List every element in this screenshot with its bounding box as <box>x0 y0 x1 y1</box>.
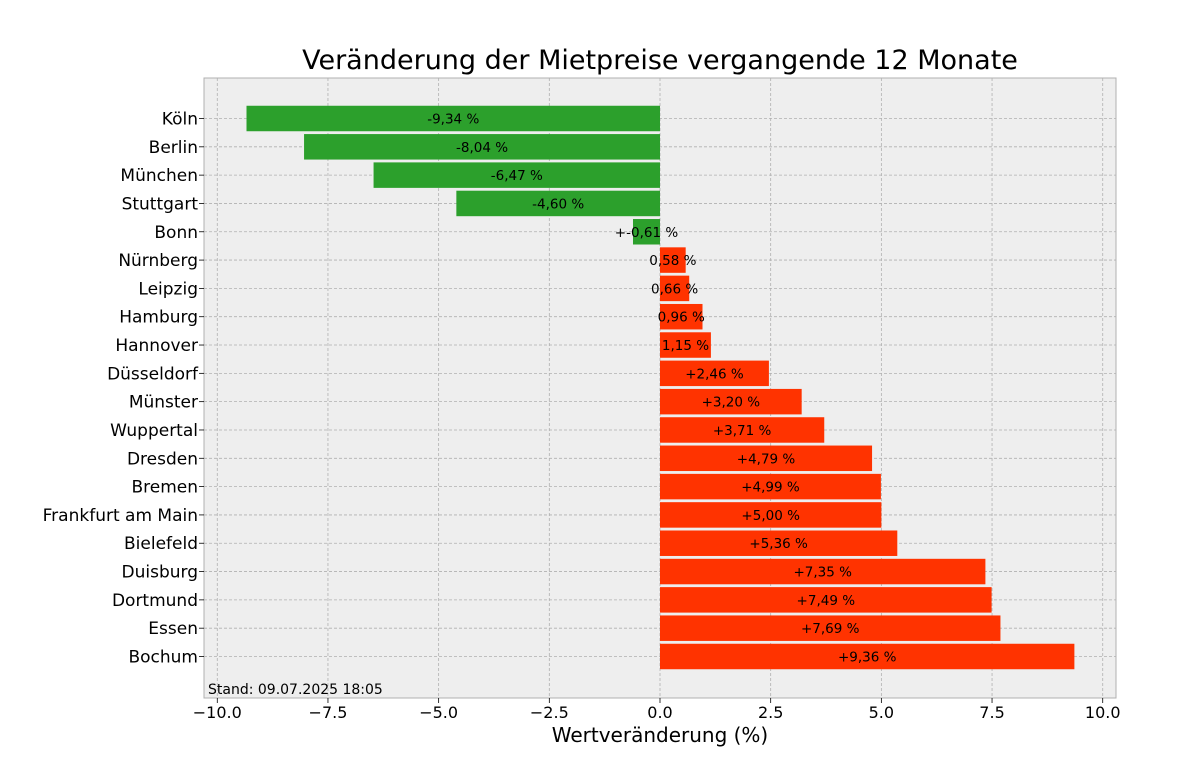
bar <box>660 587 992 613</box>
bar <box>660 247 686 273</box>
y-tick-label: Bochum <box>128 648 198 668</box>
data-label: +3,20 % <box>702 395 761 411</box>
data-label: 0,58 % <box>649 253 696 269</box>
x-tick-label: −7.5 <box>309 703 348 722</box>
data-label: +-0,61 % <box>615 225 679 241</box>
y-tick-label: München <box>120 166 198 186</box>
data-label: +7,35 % <box>793 565 852 581</box>
data-label: -8,04 % <box>456 140 508 156</box>
y-tick-label: Düsseldorf <box>107 364 199 384</box>
x-tick-label: 2.5 <box>758 703 783 722</box>
bar <box>660 643 1075 670</box>
data-label: +4,99 % <box>741 480 800 496</box>
bar <box>660 445 873 472</box>
bar <box>246 105 660 132</box>
bar <box>660 388 802 415</box>
y-tick-label: Bremen <box>131 478 198 498</box>
y-tick-label: Essen <box>148 619 198 639</box>
x-tick-label: −5.0 <box>419 703 458 722</box>
x-tick-label: −2.5 <box>530 703 569 722</box>
data-label: 0,96 % <box>658 310 705 326</box>
bar <box>660 332 711 358</box>
y-tick-label: Bonn <box>154 223 198 243</box>
y-tick-label: Dortmund <box>112 591 198 611</box>
bar <box>660 473 881 500</box>
bar <box>660 530 898 556</box>
bar <box>660 502 882 528</box>
y-tick-label: Berlin <box>149 138 198 158</box>
bar <box>456 190 660 217</box>
bar <box>632 219 660 245</box>
chart-title: Veränderung der Mietpreise vergangende 1… <box>302 45 1018 76</box>
y-tick-label: Stuttgart <box>122 194 199 214</box>
data-label: 1,15 % <box>662 338 709 354</box>
x-tick-label: 0.0 <box>647 703 672 722</box>
data-label: -6,47 % <box>491 168 543 184</box>
y-tick-label: Dresden <box>127 449 198 469</box>
x-tick-label: −10.0 <box>193 703 242 722</box>
y-tick-label: Köln <box>162 110 198 130</box>
data-label: +7,49 % <box>797 593 856 609</box>
x-tick-label: 7.5 <box>979 703 1004 722</box>
bars <box>246 105 1075 670</box>
bar <box>660 275 690 302</box>
y-tick-label: Wuppertal <box>110 421 198 441</box>
y-tick-label: Bielefeld <box>124 534 198 554</box>
y-tick-label: Leipzig <box>138 279 198 299</box>
x-tick-label: 10.0 <box>1085 703 1121 722</box>
y-tick-label: Hamburg <box>119 308 198 328</box>
bar <box>660 558 986 585</box>
data-label: +5,36 % <box>749 536 808 552</box>
y-tick-label: Hannover <box>115 336 198 356</box>
data-label: +7,69 % <box>801 621 860 637</box>
data-labels: -9,34 % -8,04 % -6,47 % -4,60 % +-0,61 % 0,58… <box>427 112 896 666</box>
bar <box>660 615 1001 641</box>
bar <box>660 303 703 330</box>
y-tick-label: Münster <box>129 393 198 413</box>
data-label: +4,79 % <box>737 451 796 467</box>
bar <box>373 162 660 188</box>
y-axis: Köln Berlin München Stuttgart Bonn Nürnberg Le… <box>43 110 204 668</box>
data-label: +5,00 % <box>741 508 800 524</box>
y-tick-label: Duisburg <box>122 563 199 583</box>
x-axis-label: Wertveränderung (%) <box>552 723 769 747</box>
data-label: 0,66 % <box>651 281 698 297</box>
bar <box>660 417 825 443</box>
data-label: -9,34 % <box>427 112 479 128</box>
data-label: +9,36 % <box>838 650 897 666</box>
timestamp-annotation: Stand: 09.07.2025 18:05 <box>208 682 383 698</box>
data-label: +3,71 % <box>713 423 772 439</box>
y-tick-label: Frankfurt am Main <box>43 506 198 526</box>
bar <box>304 134 660 160</box>
x-tick-label: 5.0 <box>869 703 894 722</box>
data-label: -4,60 % <box>532 196 584 212</box>
data-label: +2,46 % <box>685 366 744 382</box>
bar <box>660 360 769 387</box>
x-axis: −10.0 −7.5 −5.0 −2.5 0.0 2.5 5.0 7.5 10.0 <box>193 698 1121 722</box>
y-tick-label: Nürnberg <box>118 251 198 271</box>
